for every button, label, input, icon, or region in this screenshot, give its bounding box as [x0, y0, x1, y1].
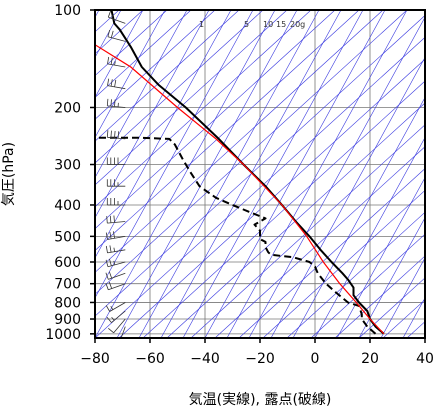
mixing-ratio-line — [95, 10, 210, 219]
mixing-ratio-line — [226, 10, 408, 338]
skewed-isotherm — [95, 10, 288, 186]
mixing-ratio-label: 1 — [199, 20, 204, 29]
wind-barb — [105, 271, 126, 280]
skewed-isotherm — [95, 10, 312, 208]
wind-barb — [105, 258, 126, 268]
mixing-ratio-labels: 1 5 10 15 20g — [199, 20, 305, 29]
y-tick-label: 200 — [54, 100, 81, 116]
wind-barb — [106, 130, 126, 140]
skewed-isotherm — [95, 10, 384, 273]
axes: −80 −60 −40 −20 0 20 40 100 200 300 400 500 600 700 80… — [45, 3, 434, 367]
wind-barb — [105, 302, 126, 312]
y-tick-label: 800 — [54, 295, 81, 311]
mixing-ratio-label: 5 — [244, 20, 249, 29]
skewed-isotherm — [118, 58, 425, 338]
mixing-ratio-line — [182, 10, 364, 338]
x-tick-label: 20 — [361, 351, 379, 367]
skewed-isotherm — [95, 36, 425, 338]
x-tick-label: −40 — [190, 351, 220, 367]
mixing-ratio-line — [95, 10, 254, 299]
skewed-isotherm — [190, 124, 425, 338]
x-tick-label: 0 — [311, 351, 320, 367]
profile-series — [95, 10, 385, 335]
mixing-ratio-line — [292, 96, 425, 338]
skewed-isotherm — [334, 255, 425, 338]
skewed-isotherm — [95, 10, 264, 164]
mixing-ratio-line — [95, 10, 188, 179]
mixing-ratio-line — [160, 10, 342, 338]
mixing-ratio-line — [138, 10, 320, 338]
skewed-isotherm — [214, 146, 425, 338]
skewed-isotherm — [95, 10, 360, 251]
mixing-ratio-line — [270, 56, 425, 338]
mixing-ratio-line — [380, 257, 425, 338]
y-tick-label: 700 — [54, 277, 81, 293]
mixing-ratio-lines — [95, 10, 425, 338]
y-tick-label: 300 — [54, 158, 81, 174]
skewed-isotherm — [95, 10, 168, 77]
wind-barb — [106, 198, 126, 206]
mixing-ratio-line — [95, 10, 232, 259]
mixing-ratio-line — [336, 177, 425, 338]
wind-barb — [106, 179, 126, 187]
mixing-ratio-line — [204, 10, 386, 338]
temperature-line — [110, 10, 385, 335]
skewed-isotherm — [310, 233, 425, 338]
wind-barb — [106, 310, 126, 323]
x-tick-label: −20 — [245, 351, 275, 367]
wind-barb — [107, 10, 126, 24]
x-tick-label: −80 — [80, 351, 110, 367]
mixing-ratio-line — [248, 16, 425, 338]
mixing-ratio-label: 15 — [276, 20, 286, 29]
skewed-isotherm — [95, 10, 192, 98]
skewed-isotherm — [286, 211, 425, 338]
wind-barb — [106, 215, 126, 224]
y-tick-label: 900 — [54, 312, 81, 328]
parcel-line — [95, 44, 385, 335]
skewed-isotherm — [358, 277, 425, 338]
mixing-ratio-line — [95, 10, 276, 338]
skewed-isotherm — [238, 168, 425, 338]
mixing-ratio-line — [358, 217, 425, 338]
y-tick-label: 600 — [54, 255, 81, 271]
wind-barb — [107, 29, 126, 42]
skewed-isotherm — [142, 80, 425, 338]
x-tick-label: −60 — [135, 351, 165, 367]
y-tick-label: 100 — [54, 3, 81, 19]
wind-barb — [107, 78, 126, 90]
wind-barb — [108, 318, 126, 334]
wind-barb — [105, 231, 126, 240]
skewed-isotherm — [95, 10, 336, 230]
mixing-ratio-line — [95, 10, 166, 139]
skewed-isotherm — [95, 10, 216, 120]
y-tick-label: 1000 — [45, 327, 81, 343]
y-tick-label: 500 — [54, 229, 81, 245]
y-axis-label: 気圧(hPa) — [1, 142, 17, 206]
x-axis-label: 気温(実線), 露点(破線) — [189, 392, 332, 408]
mixing-ratio-line — [116, 10, 298, 338]
mixing-ratio-line — [314, 136, 425, 338]
skewed-isotherm — [95, 10, 408, 295]
x-tick-label: 40 — [416, 351, 434, 367]
wind-barbs — [105, 10, 126, 338]
mixing-ratio-label: 20g — [290, 20, 305, 29]
wind-barb — [105, 281, 126, 291]
wind-barb — [105, 245, 126, 254]
wind-barb — [106, 157, 126, 165]
skewed-isotherm — [166, 102, 425, 338]
wind-barb — [107, 56, 126, 68]
wind-barb — [120, 326, 126, 338]
mixing-ratio-label: 10 — [263, 20, 273, 29]
y-tick-label: 400 — [54, 198, 81, 214]
wind-barb — [106, 98, 126, 108]
